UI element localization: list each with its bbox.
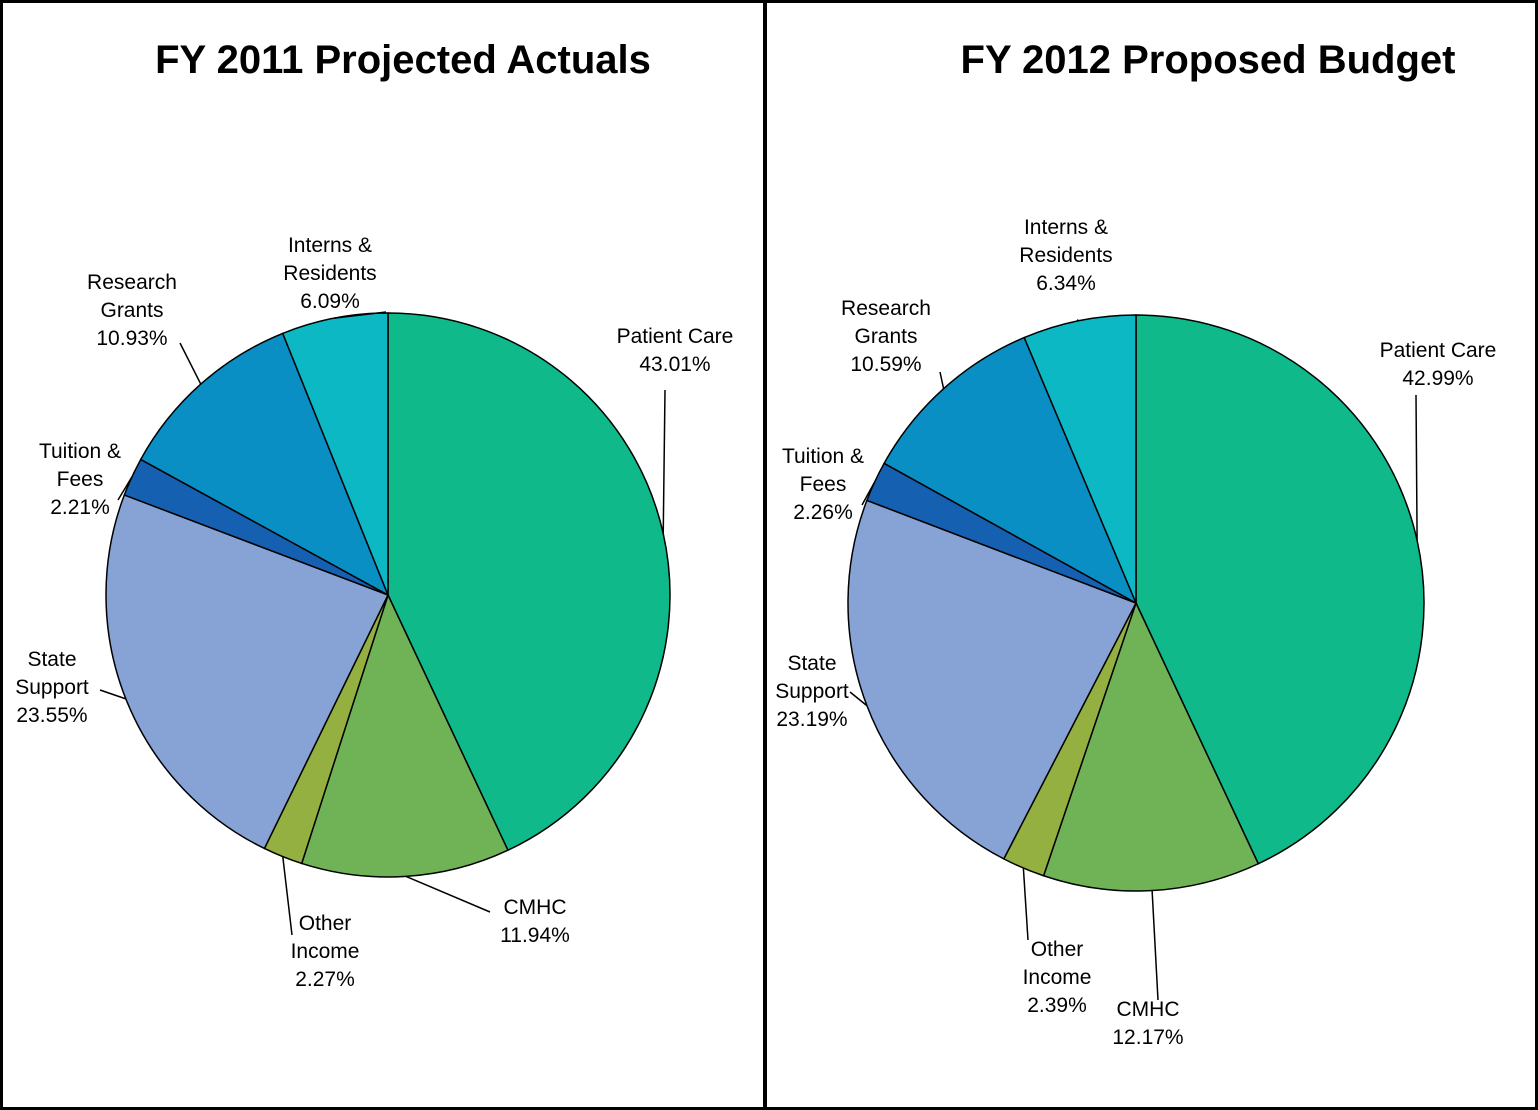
value-label: 12.17% bbox=[1112, 1026, 1184, 1049]
value-label: 10.93% bbox=[96, 327, 168, 350]
category-label: Tuition & Fees bbox=[781, 445, 865, 496]
slice-label: Interns & Residents 6.34% bbox=[1009, 214, 1124, 298]
pie-slice bbox=[300, 592, 509, 878]
leader-line bbox=[405, 875, 491, 913]
value-label: 2.26% bbox=[793, 501, 853, 524]
value-label: 42.99% bbox=[1402, 367, 1474, 390]
leader-line bbox=[1022, 868, 1029, 941]
pie-slice bbox=[847, 499, 1138, 860]
value-label: 23.55% bbox=[16, 704, 88, 727]
chart-title: FY 2011 Projected Actuals bbox=[155, 38, 651, 82]
leader-line bbox=[117, 476, 133, 501]
pie-slice bbox=[387, 312, 671, 852]
pie-slice bbox=[1023, 314, 1137, 604]
slice-label: Other Income 2.27% bbox=[280, 910, 370, 994]
category-label: Interns & Residents bbox=[1019, 216, 1113, 267]
slice-label: Other Income 2.39% bbox=[1012, 936, 1102, 1020]
leader-line bbox=[849, 691, 868, 707]
slice-label: CMHC 12.17% bbox=[1103, 996, 1193, 1052]
slice-label: Patient Care 42.99% bbox=[1358, 337, 1518, 393]
category-label: Research Grants bbox=[841, 297, 931, 348]
slice-label: Research Grants 10.93% bbox=[77, 269, 187, 353]
category-label: CMHC bbox=[1116, 998, 1180, 1021]
leader-line bbox=[861, 481, 876, 506]
value-label: 11.94% bbox=[500, 924, 570, 947]
slice-label: State Support 23.55% bbox=[7, 646, 97, 730]
slice-label: Research Grants 10.59% bbox=[831, 295, 941, 379]
category-label: Research Grants bbox=[87, 271, 177, 322]
category-label: Other Income bbox=[290, 912, 360, 963]
leader-line bbox=[1151, 890, 1159, 1001]
slice-label: Interns & Residents 6.09% bbox=[273, 232, 388, 316]
leader-line bbox=[282, 856, 293, 936]
leader-line bbox=[1415, 394, 1418, 541]
category-label: Patient Care bbox=[1379, 339, 1497, 362]
slice-label: Tuition & Fees 2.26% bbox=[773, 443, 873, 527]
chart-title: FY 2012 Proposed Budget bbox=[960, 38, 1456, 82]
category-label: State Support bbox=[775, 652, 849, 703]
slice-label: CMHC 11.94% bbox=[490, 894, 580, 950]
value-label: 2.21% bbox=[50, 496, 110, 519]
value-label: 23.19% bbox=[776, 708, 848, 731]
value-label: 2.39% bbox=[1027, 994, 1087, 1017]
value-label: 6.34% bbox=[1036, 272, 1096, 295]
slice-label: State Support 23.19% bbox=[767, 650, 857, 734]
leader-line bbox=[179, 342, 202, 385]
pie-slice bbox=[105, 494, 390, 850]
category-label: Patient Care bbox=[616, 325, 734, 348]
value-label: 10.59% bbox=[850, 353, 922, 376]
leader-line bbox=[662, 389, 666, 534]
slice-label: Patient Care 43.01% bbox=[595, 323, 755, 379]
category-label: Other Income bbox=[1022, 938, 1092, 989]
category-label: CMHC bbox=[503, 896, 567, 919]
leader-line bbox=[1076, 319, 1080, 322]
category-label: State Support bbox=[15, 648, 89, 699]
leader-line bbox=[99, 689, 127, 700]
value-label: 43.01% bbox=[639, 353, 711, 376]
leader-line bbox=[939, 371, 945, 389]
leader-line bbox=[334, 311, 387, 319]
value-label: 6.09% bbox=[300, 290, 360, 313]
value-label: 2.27% bbox=[295, 968, 355, 991]
category-label: Tuition & Fees bbox=[38, 440, 122, 491]
slice-label: Tuition & Fees 2.21% bbox=[30, 438, 130, 522]
category-label: Interns & Residents bbox=[283, 234, 377, 285]
